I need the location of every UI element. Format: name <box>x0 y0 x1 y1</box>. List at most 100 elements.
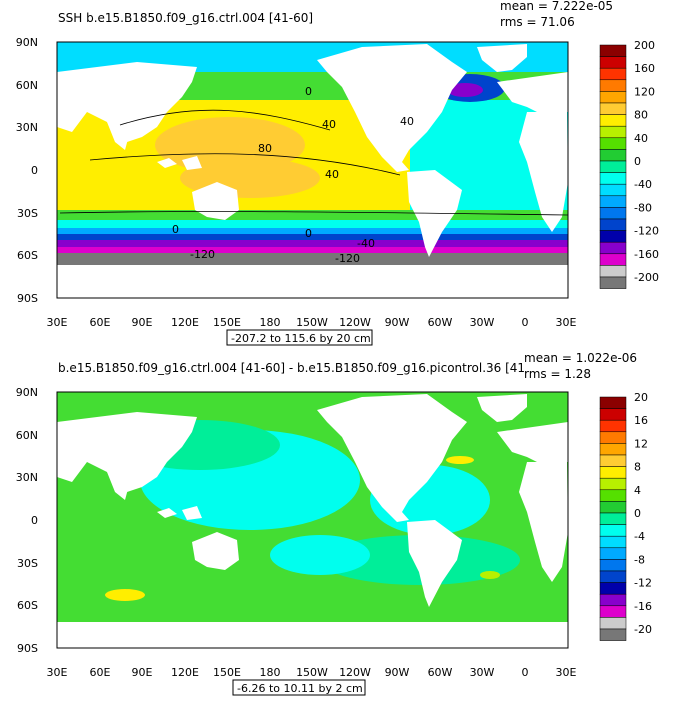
lat-label: 90N <box>16 386 38 399</box>
top-contour-labels: 80 40 40 0 0 40 0 -40 -120 -120 <box>172 85 414 265</box>
bottom-colorbar: 20 16 12 8 4 0 -4 -8 -12 -16 -20 <box>599 391 652 641</box>
contour-label: 40 <box>325 168 339 181</box>
colorbar-swatch <box>599 454 627 467</box>
lon-label: 180 <box>260 666 281 679</box>
colorbar-label: 160 <box>634 62 655 75</box>
colorbar-swatch <box>599 253 627 266</box>
lat-label: 90S <box>17 642 38 655</box>
colorbar-swatch <box>599 547 627 560</box>
bottom-title: b.e15.B1850.f09_g16.ctrl.004 [41-60] - b… <box>58 361 525 375</box>
colorbar-label: 80 <box>634 109 648 122</box>
contour-label: 0 <box>305 227 312 240</box>
colorbar-swatch <box>599 91 627 104</box>
lat-label: 0 <box>31 514 38 527</box>
lon-label: 150E <box>213 666 241 679</box>
bottom-lon-labels: 30E 60E 90E 120E 150E 180 150W 120W 90W … <box>47 666 577 679</box>
colorbar-label: -80 <box>634 201 652 214</box>
colorbar-swatch <box>599 44 627 57</box>
colorbar-label: 40 <box>634 132 648 145</box>
colorbar-label: 8 <box>634 461 641 474</box>
lon-label: 30E <box>556 666 577 679</box>
colorbar-swatch <box>599 67 627 81</box>
colorbar-swatch <box>599 218 627 231</box>
colorbar-swatch <box>599 512 627 525</box>
lon-label: 0 <box>522 316 529 329</box>
top-rms: rms = 71.06 <box>500 15 575 29</box>
colorbar-swatch <box>599 408 627 421</box>
lon-label: 60W <box>428 666 453 679</box>
lon-label: 120E <box>171 666 199 679</box>
lon-label: 150W <box>296 316 328 329</box>
bottom-range-note: -6.26 to 10.11 by 2 cm <box>237 682 363 695</box>
top-map-frame <box>56 41 569 299</box>
lon-label: 0 <box>522 666 529 679</box>
contour-label: -40 <box>357 237 375 250</box>
top-title: SSH b.e15.B1850.f09_g16.ctrl.004 [41-60] <box>58 11 313 25</box>
colorbar-label: -16 <box>634 600 652 613</box>
colorbar-swatch <box>599 419 627 433</box>
colorbar-swatch <box>599 605 627 618</box>
colorbar-label: -200 <box>634 271 659 284</box>
bottom-lat-labels: 90N 60N 30N 0 30S 60S 90S <box>16 386 38 655</box>
colorbar-label: -120 <box>634 225 659 238</box>
colorbar-label: -4 <box>634 530 645 543</box>
colorbar-swatch <box>599 593 627 607</box>
colorbar-label: 0 <box>634 507 641 520</box>
colorbar-swatch <box>599 582 627 595</box>
lon-label: 120E <box>171 316 199 329</box>
colorbar-label: -20 <box>634 623 652 636</box>
top-lat-labels: 90N 60N 30N 0 30S 60S 90S <box>16 36 38 305</box>
lat-label: 60N <box>16 79 38 92</box>
colorbar-swatch <box>599 535 627 549</box>
lon-label: 120W <box>339 316 371 329</box>
bottom-map-frame <box>56 391 569 649</box>
lat-label: 90S <box>17 292 38 305</box>
colorbar-swatch <box>599 559 627 572</box>
colorbar-swatch <box>599 230 627 243</box>
lon-label: 60E <box>90 316 111 329</box>
top-range-box <box>226 329 373 346</box>
colorbar-swatch <box>599 489 627 502</box>
colorbar-swatch <box>599 265 627 278</box>
colorbar-swatch <box>599 79 627 92</box>
colorbar-label: 20 <box>634 391 648 404</box>
top-panel: SSH b.e15.B1850.f09_g16.ctrl.004 [41-60]… <box>16 0 659 346</box>
lon-label: 150E <box>213 316 241 329</box>
lon-label: 60E <box>90 666 111 679</box>
colorbar-label: -160 <box>634 248 659 261</box>
top-mean: mean = 7.222e-05 <box>500 0 613 13</box>
colorbar-swatch <box>599 207 627 220</box>
colorbar-swatch <box>599 524 627 537</box>
lat-label: 60S <box>17 599 38 612</box>
colorbar-swatch <box>599 56 627 69</box>
lon-label: 90W <box>385 666 410 679</box>
colorbar-swatch <box>599 443 627 456</box>
colorbar-label: -8 <box>634 553 645 566</box>
lon-label: 180 <box>260 316 281 329</box>
contour-label: 80 <box>258 142 272 155</box>
colorbar-swatch <box>599 172 627 185</box>
colorbar-swatch <box>599 114 627 127</box>
colorbar-swatch <box>599 195 627 208</box>
colorbar-label: 12 <box>634 437 648 450</box>
lon-label: 90E <box>132 666 153 679</box>
lat-label: 60S <box>17 249 38 262</box>
colorbar-label: 4 <box>634 484 641 497</box>
contour-label: 0 <box>172 223 179 236</box>
colorbar-label: 200 <box>634 39 655 52</box>
colorbar-label: 120 <box>634 85 655 98</box>
colorbar-swatch <box>599 628 627 641</box>
lat-label: 30S <box>17 557 38 570</box>
colorbar-swatch <box>599 617 627 630</box>
lon-label: 30W <box>470 666 495 679</box>
contour-label: 0 <box>305 85 312 98</box>
colorbar-swatch <box>599 137 627 150</box>
colorbar-swatch <box>599 276 627 289</box>
colorbar-swatch <box>599 125 627 139</box>
colorbar-label: 16 <box>634 414 648 427</box>
lat-label: 90N <box>16 36 38 49</box>
lon-label: 90E <box>132 316 153 329</box>
lat-label: 30N <box>16 121 38 134</box>
colorbar-label: -40 <box>634 178 652 191</box>
